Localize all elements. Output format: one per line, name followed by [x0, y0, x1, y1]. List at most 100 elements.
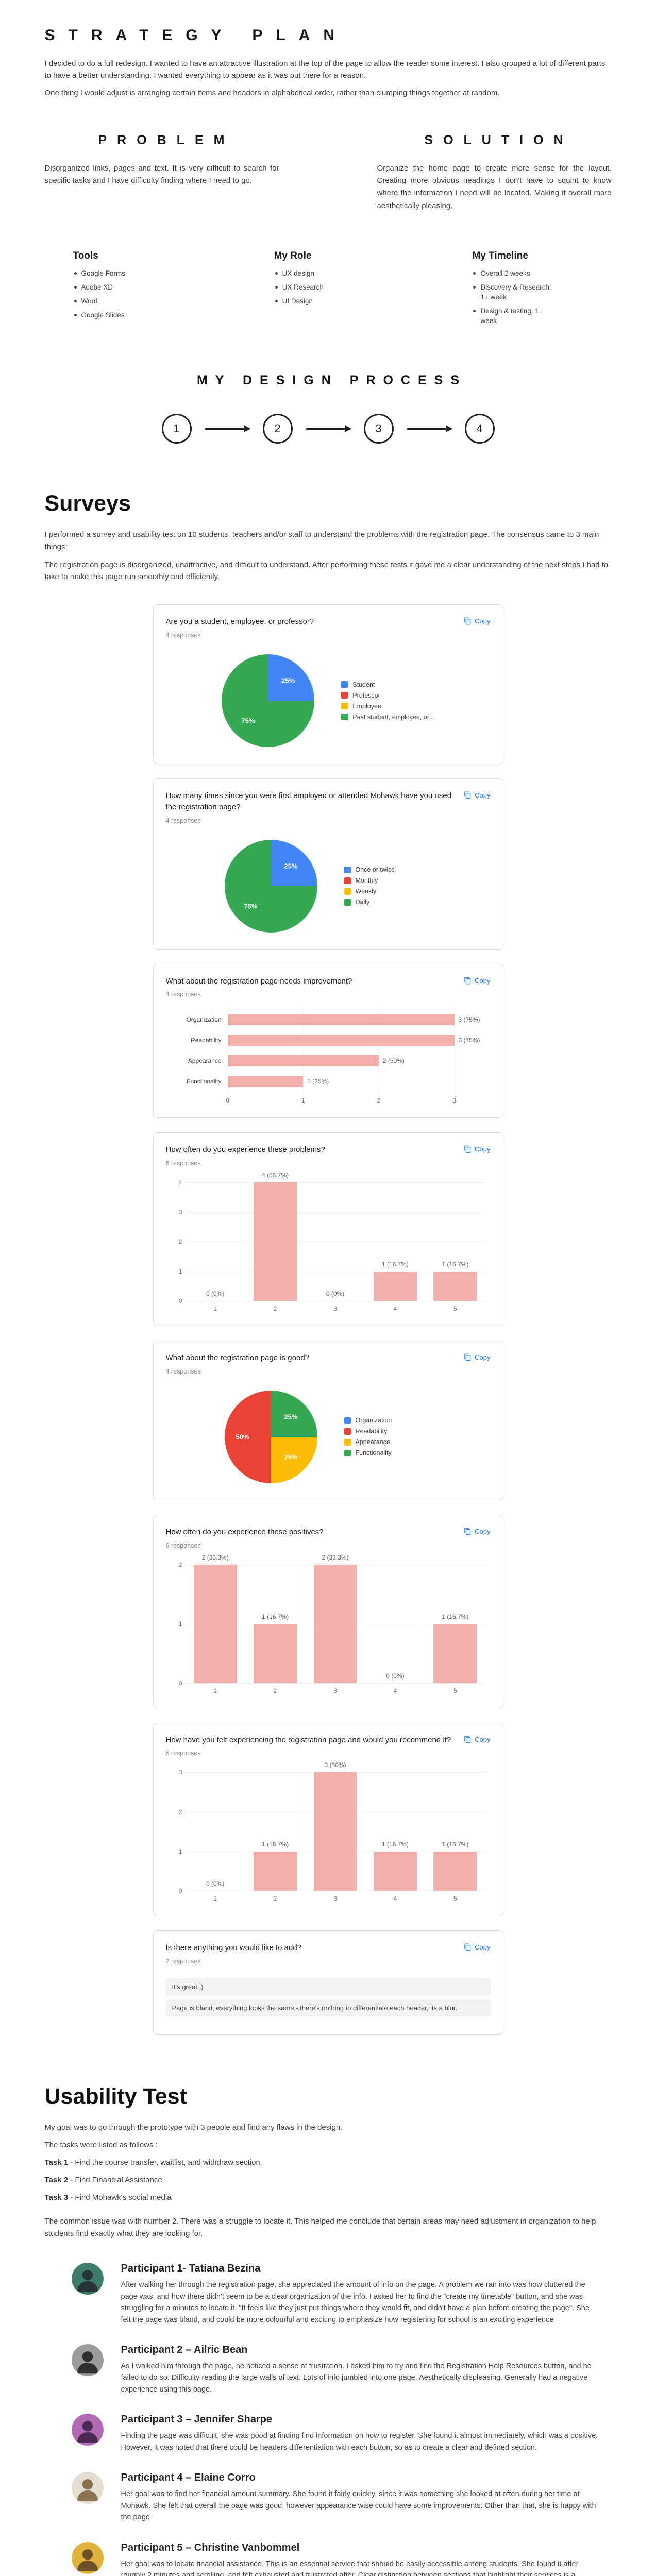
category-label: Functionality	[187, 1078, 222, 1086]
copy-button[interactable]: Copy	[464, 616, 491, 625]
survey-chart-card: How often do you experience these positi…	[153, 1514, 503, 1708]
bar	[433, 1271, 477, 1301]
chart-canvas: It's great :) Page is bland, everything l…	[165, 1972, 491, 2017]
step-2-circle: 2	[262, 414, 293, 444]
participant-name: Participant 5 – Christine Vanbommel	[121, 2541, 300, 2553]
arrow-right-icon	[205, 428, 249, 430]
bar-slot: 2 (33.3%)	[305, 1554, 365, 1683]
chart-title: Are you a student, employee, or professo…	[165, 617, 314, 626]
usability-task-2: Task 2 - Find Financial Assistance	[45, 2174, 612, 2187]
participant-avatar	[71, 2414, 104, 2446]
plot-area: 0 1 2 3 0 (0%) 1 (16.7%) 3 (50%) 1 (16.7%) 1 (16…	[179, 1761, 485, 1894]
legend-swatch	[344, 1438, 351, 1446]
copy-label: Copy	[475, 791, 491, 800]
participant-notes: Her goal was to find her financial amoun…	[121, 2490, 596, 2522]
x-axis-tick: 2	[273, 1305, 277, 1313]
gridline	[185, 1212, 485, 1213]
chart-legend: Organization Readability Appearance Functio…	[344, 1413, 432, 1460]
bar-slot: 1 (16.7%)	[245, 1565, 305, 1683]
survey-chart-card: What about the registration page is good…	[153, 1341, 503, 1500]
legend-item: Functionality	[344, 1449, 432, 1456]
bar	[313, 1772, 357, 1891]
x-axis-tick: 4	[393, 1895, 397, 1903]
copy-button[interactable]: Copy	[464, 1942, 491, 1952]
participant-notes: As I walked him through the page, he not…	[121, 2362, 592, 2394]
bar	[227, 1076, 304, 1088]
role-item: UI Design	[274, 297, 324, 307]
pie-slice-label: 50%	[236, 1433, 249, 1441]
tools-column: Tools Google Forms Adobe XD Word Google …	[73, 250, 126, 330]
bar-chart-vertical: 0 1 2 3 4 0 (0%) 4 (66.7%) 0 (0%) 1 (16.7%) 1 (16…	[166, 1172, 491, 1313]
chart-responses-count: 4 responses	[165, 991, 201, 998]
participant-notes: Finding the page was difficult, she was …	[121, 2432, 598, 2452]
problem-heading: PROBLEM	[98, 132, 235, 147]
step-1-number: 1	[173, 422, 180, 435]
y-axis-tick: 1	[178, 1267, 182, 1275]
gridline	[185, 1182, 485, 1183]
plot-area: 0 1 2 2 (33.3%) 1 (16.7%) 2 (33.3%) 0 (0%) 1 (1…	[179, 1554, 485, 1687]
legend-swatch	[341, 703, 348, 710]
bar-track: 3 (75%)	[227, 1009, 491, 1030]
task-3-label: Task 3	[44, 2193, 69, 2202]
solution-heading: SOLUTION	[424, 132, 574, 147]
bar-value-label: 1 (16.7%)	[262, 1840, 289, 1848]
legend-swatch	[341, 681, 348, 688]
x-axis-tick: 3	[333, 1895, 337, 1903]
y-axis-tick: 3	[178, 1769, 182, 1776]
page-container: STRATEGY PLAN I decided to do a full red…	[45, 0, 612, 2576]
legend-item: Monthly	[344, 877, 432, 884]
legend-label: Once or twice	[355, 866, 395, 874]
bar-slot: 1 (16.7%)	[425, 1772, 485, 1891]
task-2-label: Task 2	[44, 2176, 69, 2185]
legend-label: Daily	[355, 899, 370, 906]
pie-slice-label: 25%	[281, 676, 295, 685]
copy-button[interactable]: Copy	[464, 1352, 491, 1361]
y-axis-tick: 2	[178, 1808, 182, 1816]
bar-track-inner: 3 (75%)	[227, 1009, 480, 1030]
copy-label: Copy	[475, 1943, 491, 1952]
x-axis-tick: 5	[453, 1895, 457, 1903]
role-column: My Role UX design UX Research UI Design	[274, 250, 324, 330]
chart-legend: Student Professor Employee Past student, em…	[341, 677, 434, 724]
avatar-photo	[71, 2344, 104, 2377]
chart-title: How often do you experience these proble…	[165, 1145, 325, 1155]
usability-heading: Usability Test	[44, 2084, 187, 2109]
arrow-right-icon	[306, 428, 350, 430]
bar-slot: 1 (16.7%)	[365, 1182, 425, 1301]
copy-icon	[464, 1736, 471, 1743]
copy-label: Copy	[475, 1527, 491, 1535]
usability-task-1: Task 1 - Find the course transfer, waitl…	[45, 2157, 612, 2169]
copy-button[interactable]: Copy	[464, 1144, 491, 1153]
copy-button[interactable]: Copy	[464, 1735, 491, 1743]
step-3-circle: 3	[363, 414, 394, 444]
step-2-number: 2	[274, 422, 281, 435]
chart-responses-count: 6 responses	[165, 1541, 201, 1549]
participant-row: Participant 5 – Christine Vanbommel Her …	[45, 2541, 612, 2576]
copy-button[interactable]: Copy	[464, 790, 491, 800]
bar-row: Functionality 1 (25%)	[166, 1071, 491, 1092]
text-answers: It's great :) Page is bland, everything l…	[165, 1972, 491, 2017]
legend-item: Student	[341, 681, 434, 688]
x-axis-tick: 1	[213, 1687, 217, 1694]
bars-row: 0 (0%) 1 (16.7%) 3 (50%) 1 (16.7%) 1 (16.7%)	[186, 1761, 485, 1891]
usability-test-section: Usability Test My goal was to go through…	[45, 2084, 612, 2240]
bar	[433, 1623, 477, 1683]
legend-swatch	[344, 899, 351, 906]
y-axis-tick: 0	[178, 1297, 182, 1305]
y-axis-tick: 0	[178, 1679, 182, 1687]
x-axis-tick: 1	[301, 1097, 305, 1105]
role-heading: My Role	[274, 250, 312, 261]
surveys-intro-1: I performed a survey and usability test …	[44, 530, 599, 551]
survey-chart-card: What about the registration page needs i…	[153, 963, 503, 1118]
timeline-list: Overall 2 weeks Discovery & Research: 1+…	[472, 269, 554, 326]
chart-responses-count: 6 responses	[165, 1160, 201, 1167]
step-4-circle: 4	[464, 414, 495, 444]
copy-button[interactable]: Copy	[464, 1527, 491, 1535]
avatar-photo	[71, 2263, 104, 2295]
chart-title: How have you felt experiencing the regis…	[165, 1735, 451, 1744]
participant-avatar	[71, 2263, 104, 2295]
survey-chart-card: How many times since you were first empl…	[153, 778, 503, 950]
bar-slot: 1 (16.7%)	[245, 1772, 305, 1891]
copy-button[interactable]: Copy	[464, 976, 491, 985]
chart-title: Is there anything you would like to add?	[165, 1943, 302, 1953]
